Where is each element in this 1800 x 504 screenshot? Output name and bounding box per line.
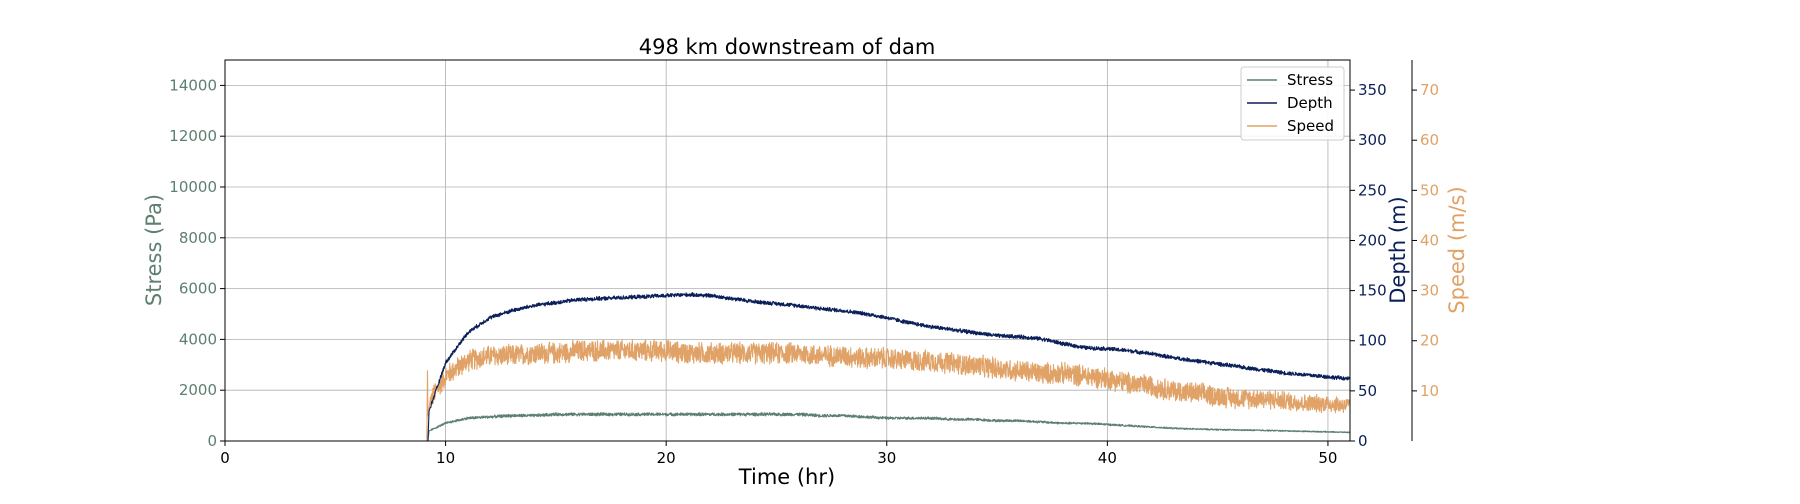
depth-tick-label: 0 (1358, 432, 1368, 450)
depth-tick-label: 250 (1358, 181, 1387, 199)
legend: Stress Depth Speed (1240, 66, 1345, 141)
x-tick-label: 50 (1318, 449, 1337, 467)
x-tick-label: 20 (657, 449, 676, 467)
stress-tick-label: 12000 (169, 127, 217, 145)
speed-axis-label: Speed (m/s) (1445, 186, 1469, 313)
axes-layer: 0 10 20 30 40 5002000400060008000100001200014… (169, 60, 1439, 467)
stress-tick-label: 8000 (179, 229, 217, 247)
chart-title: 498 km downstream of dam (639, 35, 936, 59)
depth-tick-label: 200 (1358, 231, 1387, 249)
legend-label-stress: Stress (1287, 71, 1333, 89)
stress-axis-label: Stress (Pa) (142, 194, 166, 306)
depth-tick-label: 100 (1358, 332, 1387, 350)
legend-label-depth: Depth (1287, 94, 1333, 112)
speed-tick-label: 20 (1420, 332, 1439, 350)
series-line-stress (224, 412, 1351, 442)
x-tick-label: 10 (436, 449, 455, 467)
speed-tick-label: 70 (1420, 81, 1439, 99)
legend-label-speed: Speed (1287, 117, 1334, 135)
depth-tick-label: 350 (1358, 81, 1387, 99)
series-layer (224, 292, 1351, 442)
series-line-depth (224, 292, 1351, 442)
speed-tick-label: 10 (1420, 382, 1439, 400)
x-tick-label: 40 (1098, 449, 1117, 467)
stress-tick-label: 4000 (179, 330, 217, 348)
stress-tick-label: 14000 (169, 76, 217, 94)
plot-frame (224, 59, 1351, 442)
stress-tick-label: 0 (207, 432, 217, 450)
x-tick-label: 30 (877, 449, 896, 467)
x-axis-label: Time (hr) (738, 465, 835, 489)
speed-tick-label: 50 (1420, 181, 1439, 199)
grid (224, 60, 1350, 442)
depth-axis-label: Depth (m) (1386, 196, 1410, 303)
speed-tick-label: 40 (1420, 231, 1439, 249)
x-tick-label: 0 (220, 449, 230, 467)
stress-tick-label: 10000 (169, 178, 217, 196)
legend-box (1240, 66, 1345, 141)
speed-tick-label: 60 (1420, 131, 1439, 149)
speed-tick-label: 30 (1420, 282, 1439, 300)
depth-tick-label: 150 (1358, 282, 1387, 300)
stress-tick-label: 6000 (179, 280, 217, 298)
depth-tick-label: 50 (1358, 382, 1377, 400)
depth-tick-label: 300 (1358, 131, 1387, 149)
stress-tick-label: 2000 (179, 381, 217, 399)
